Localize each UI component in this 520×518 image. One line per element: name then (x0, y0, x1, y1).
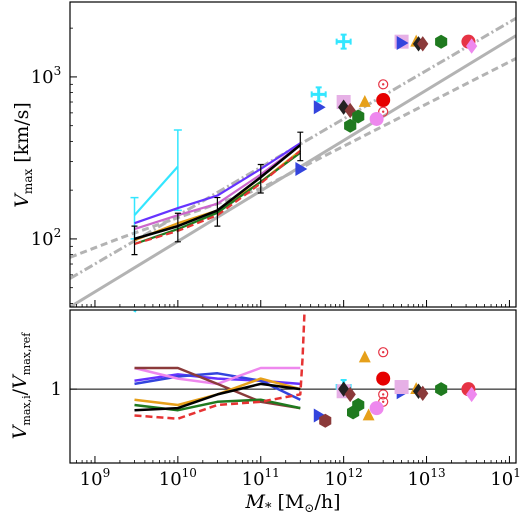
diamond-marker (466, 38, 478, 54)
ratio-series-line (134, 372, 301, 401)
top-panel-frame (69, 1, 517, 308)
square-marker (394, 380, 409, 395)
hexagon-marker (319, 413, 332, 428)
cross-marker-caps (335, 33, 352, 50)
bottom-plot-content (70, 310, 516, 428)
circle-dot-marker (378, 389, 389, 400)
circle-marker (376, 93, 391, 108)
reference-line-solid (70, 34, 516, 307)
x-tick-label: 1014 (490, 466, 520, 490)
cross-marker-bars (336, 34, 351, 49)
ratio-series-line (134, 382, 301, 412)
circle-dot-marker-ring (378, 106, 389, 117)
series-line (133, 165, 179, 216)
diamond-marker (417, 385, 429, 402)
hexagon-marker (435, 382, 448, 397)
x-tick-label: 1011 (242, 466, 280, 490)
diamond-marker (344, 386, 356, 403)
triangle-right-marker (313, 408, 326, 423)
x-axis-label: M* [M⊙/h] (244, 491, 340, 516)
x-tick-label: 109 (80, 466, 111, 490)
error-bar (131, 225, 138, 256)
triangle-right-marker (295, 162, 308, 177)
diamond-marker (417, 36, 429, 52)
triangle-right-marker (313, 100, 326, 115)
circle-dot-marker-dot (381, 400, 385, 403)
series-line (134, 143, 302, 241)
y-tick-label: 102 (31, 226, 62, 250)
circle-dot-marker-ring (378, 347, 389, 358)
hexagon-marker (352, 109, 365, 124)
bottom-axis-ticks: 109 1010 1011 1012 1013 1014 1 (51, 379, 520, 490)
series-line (134, 142, 301, 225)
circle-dot-marker-dot (381, 110, 385, 113)
top-plot-content (70, 17, 516, 307)
bottom-panel: 109 1010 1011 1012 1013 1014 1 Vmax,i/Vmax,ref… (9, 309, 520, 516)
x-tick-label: 1010 (159, 466, 197, 490)
triangle-right-marker (396, 35, 409, 50)
circle-dot-marker-dot (381, 351, 385, 354)
diamond-marker (338, 99, 350, 115)
circle-dot-marker-dot (381, 83, 385, 86)
circle-marker (376, 371, 391, 386)
error-bar (173, 129, 182, 212)
hexagon-marker (344, 118, 357, 133)
triangle-up-marker (358, 95, 371, 107)
cross-marker-bars (311, 87, 326, 102)
circle-dot-marker-ring (378, 389, 389, 400)
y-tick-label: 1 (51, 379, 62, 400)
y-tick-label: 103 (31, 64, 62, 88)
diamond-marker (412, 383, 425, 399)
error-bar (214, 196, 221, 227)
circle-dot-marker-ring (378, 79, 389, 90)
x-tick-label: 1012 (325, 466, 363, 490)
error-bar (174, 212, 181, 243)
diamond-marker (344, 102, 356, 119)
circle-dot-marker (378, 106, 389, 117)
top-y-axis-label: Vmax [km/s] (11, 102, 35, 208)
triangle-up-marker (362, 408, 375, 421)
hexagon-marker (435, 34, 448, 49)
cross-marker (335, 33, 352, 50)
diamond-marker (338, 381, 350, 397)
top-panel: 102 103 Vmax [km/s] (11, 1, 517, 308)
cross-marker (310, 86, 327, 103)
circle-dot-marker (378, 79, 389, 90)
circle-dot-marker (378, 347, 389, 358)
triangle-up-marker (358, 350, 371, 363)
circle-marker (369, 111, 384, 126)
series-line (134, 149, 301, 246)
ratio-series-line (134, 366, 301, 410)
circle-marker (369, 401, 384, 416)
diamond-marker (466, 386, 478, 403)
cross-marker-caps (310, 86, 327, 103)
bottom-y-axis-label: Vmax,i/Vmax,ref (9, 332, 33, 440)
reference-line-dashed (70, 57, 516, 259)
bottom-panel-frame (69, 309, 517, 464)
x-tick-label: 1013 (407, 466, 445, 490)
hexagon-marker (347, 405, 360, 420)
top-axis-ticks: 102 103 (31, 27, 510, 307)
circle-dot-marker-dot (381, 393, 385, 396)
